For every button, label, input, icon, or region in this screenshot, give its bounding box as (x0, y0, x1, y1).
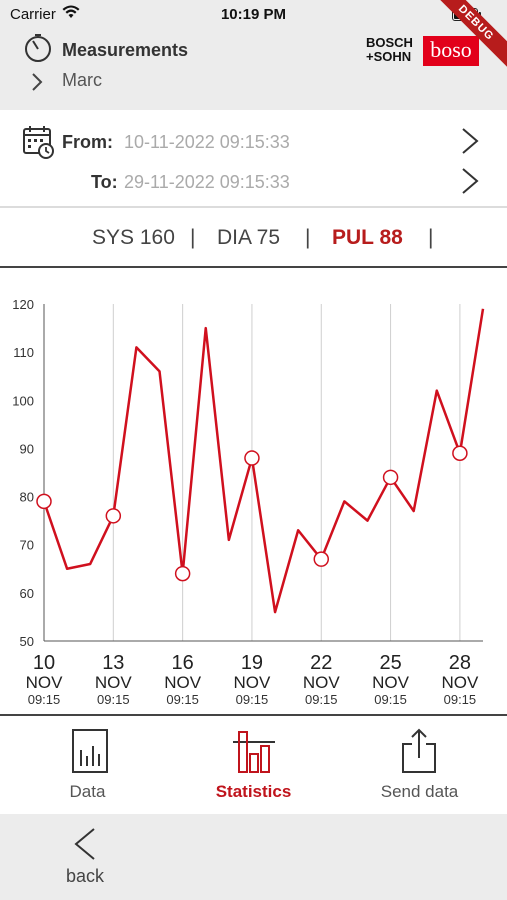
from-label: From: (62, 132, 113, 152)
date-range-panel: From: 10-11-2022 09:15:33 To: 29-11-2022… (0, 110, 507, 208)
from-chevron-icon[interactable] (458, 126, 482, 161)
pulse-chart: 50 60 70 80 90 100 110 120 10 NOV 09:15 13 NOV 09:15 1… (0, 268, 507, 714)
series-line (42, 308, 485, 614)
tab-separator: | (190, 226, 196, 249)
data-point-marker (313, 551, 330, 567)
tab-dia[interactable]: DIA 75 (217, 226, 281, 249)
to-date-value[interactable]: 29-11-2022 09:15:33 (124, 172, 290, 192)
x-tick-day: 28 (449, 652, 471, 674)
status-bar: Carrier 10:19 PM (0, 0, 507, 30)
back-chevron-icon[interactable] (70, 826, 100, 867)
status-time: 10:19 PM (220, 6, 287, 23)
page-title: Measurements (62, 40, 189, 60)
wifi-icon (62, 5, 80, 24)
x-tick-month: NOV (26, 673, 64, 692)
x-tick-month: NOV (372, 673, 410, 692)
data-point-marker (105, 508, 122, 524)
x-tick-time: 09:15 (374, 692, 407, 707)
brand-text-line1: BOSCH (366, 35, 413, 50)
share-icon (335, 728, 504, 781)
x-tick-day: 13 (102, 652, 124, 674)
chart-svg: 506070809010011012010NOV09:1513NOV09:151… (12, 297, 485, 707)
data-point-marker (244, 450, 260, 466)
x-tick-month: NOV (303, 673, 341, 692)
x-tick-month: NOV (164, 673, 202, 692)
y-tick-label: 50 (20, 634, 34, 649)
tab-send-data[interactable]: Send data (335, 716, 504, 814)
brand-box: boso (423, 36, 479, 66)
x-tick-day: 25 (379, 652, 401, 674)
x-tick-month: NOV (441, 673, 479, 692)
x-tick-time: 09:15 (444, 692, 477, 707)
x-tick-time: 09:15 (166, 692, 199, 707)
x-tick-day: 22 (310, 652, 332, 674)
y-tick-label: 100 (12, 393, 34, 408)
carrier-label: Carrier (10, 6, 56, 23)
data-point-marker (36, 493, 52, 510)
y-tick-label: 80 (20, 490, 34, 505)
calendar-clock-icon (22, 124, 56, 165)
footer-bar: back (0, 814, 507, 900)
x-tick-time: 09:15 (97, 692, 130, 707)
statistics-icon (169, 728, 338, 781)
back-button[interactable]: back (65, 866, 105, 886)
x-tick-month: NOV (95, 673, 133, 692)
y-tick-label: 90 (20, 441, 34, 456)
y-tick-label: 110 (13, 345, 34, 360)
data-point-marker (382, 469, 399, 486)
divider (0, 714, 507, 716)
bar-chart-icon (3, 728, 172, 781)
bottom-tabbar: Data Statistics Send data (0, 716, 507, 814)
brand-text: BOSCH +SOHN (366, 36, 426, 64)
x-tick-time: 09:15 (28, 692, 61, 707)
tab-statistics[interactable]: Statistics (169, 716, 338, 814)
tab-separator: | (305, 226, 311, 249)
tab-sys[interactable]: SYS 160 (92, 226, 175, 249)
x-tick-time: 09:15 (305, 692, 338, 707)
chevron-right-icon (30, 72, 44, 97)
tab-data-label: Data (69, 782, 106, 801)
x-tick-month: NOV (234, 673, 272, 692)
y-tick-label: 70 (20, 538, 34, 553)
data-point-marker (174, 565, 191, 582)
tab-send-data-label: Send data (380, 782, 459, 801)
brand-text-line2: +SOHN (366, 49, 412, 64)
data-point-marker (452, 445, 468, 461)
x-tick-day: 19 (241, 652, 263, 674)
x-tick-day: 16 (172, 652, 194, 674)
x-tick-day: 10 (33, 652, 55, 674)
y-tick-label: 60 (20, 586, 34, 601)
x-tick-time: 09:15 (236, 692, 269, 707)
tab-separator: | (428, 226, 434, 249)
measurement-tabs: SYS 160 | DIA 75 | PUL 88 | (0, 208, 507, 268)
y-tick-label: 120 (12, 297, 34, 312)
breadcrumb-user[interactable]: Marc (62, 70, 102, 90)
to-chevron-icon[interactable] (458, 166, 482, 201)
app-header: Measurements Marc BOSCH +SOHN boso (0, 30, 507, 110)
timer-icon[interactable] (22, 32, 54, 69)
from-date-value[interactable]: 10-11-2022 09:15:33 (124, 132, 290, 152)
to-label: To: (91, 172, 118, 192)
tab-data[interactable]: Data (3, 716, 172, 814)
tab-pul[interactable]: PUL 88 (332, 226, 403, 249)
tab-statistics-label: Statistics (215, 782, 292, 801)
